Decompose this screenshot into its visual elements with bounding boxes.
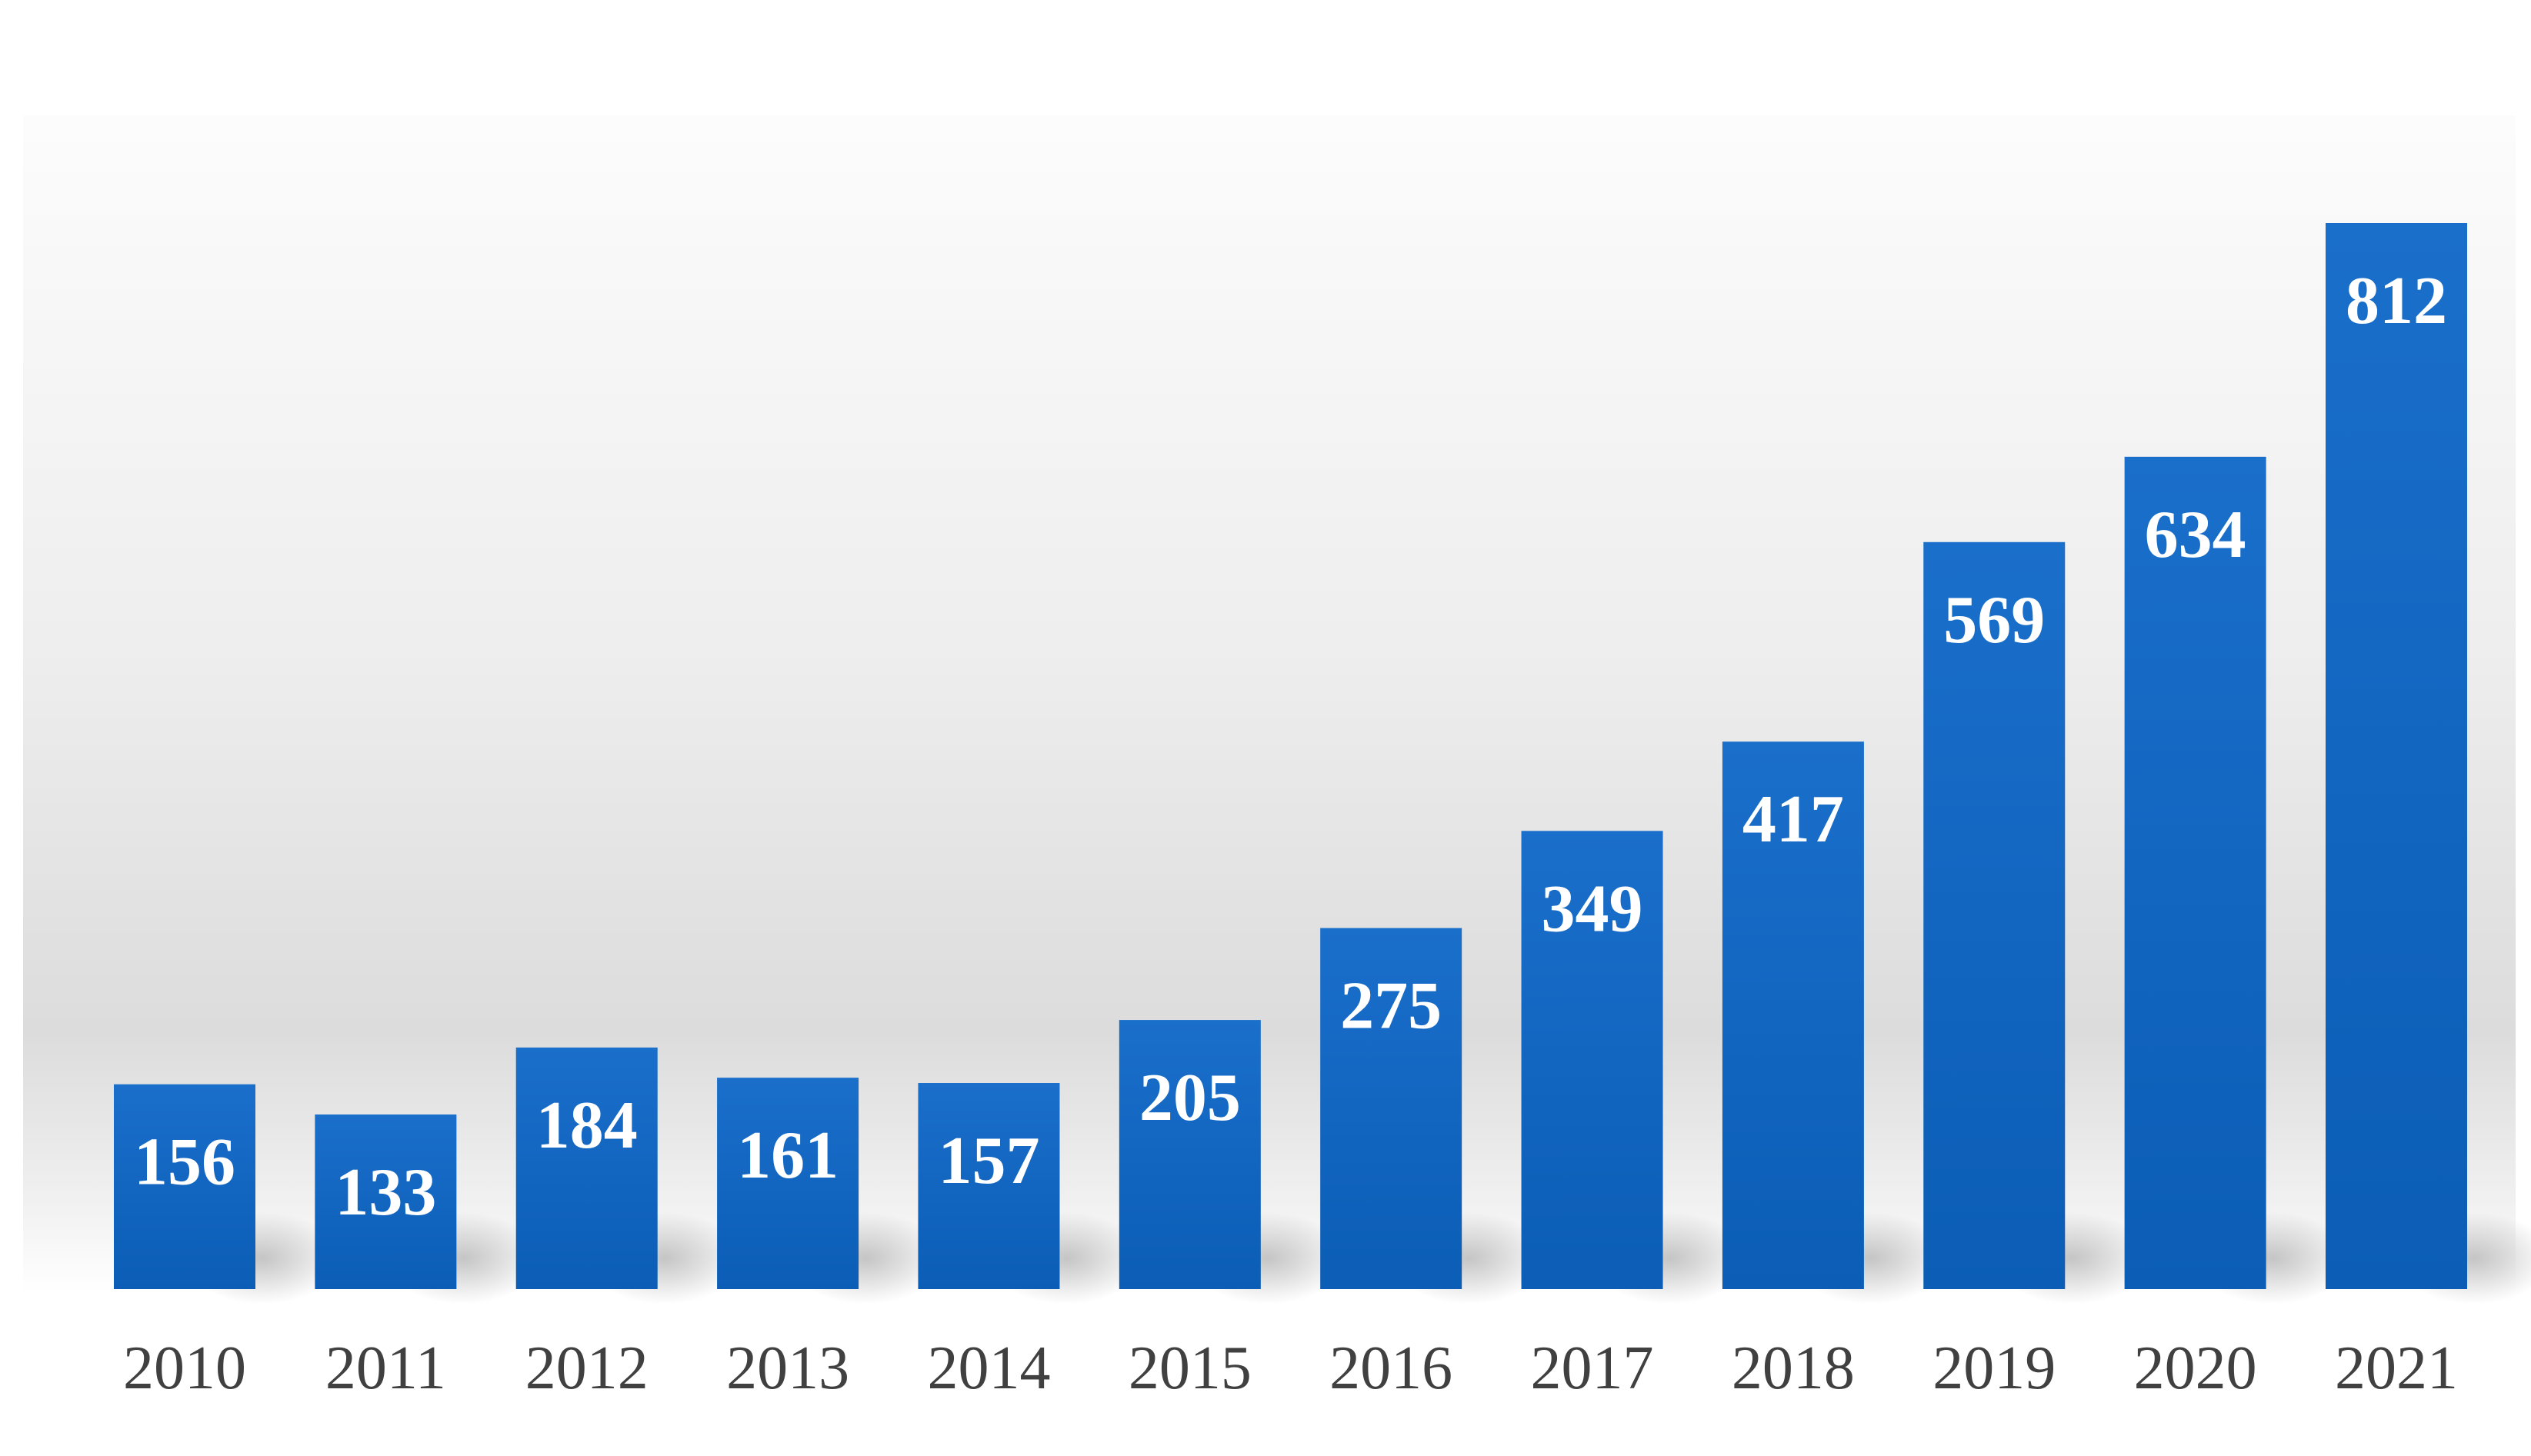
value-label-2021: 812 [2346, 264, 2447, 338]
value-label-2016: 275 [1340, 969, 1442, 1044]
bar-2011 [315, 1114, 457, 1289]
value-label-2014: 157 [938, 1124, 1039, 1198]
value-label-2011: 133 [335, 1155, 436, 1230]
category-label-2010: 2010 [123, 1334, 246, 1402]
value-label-2013: 161 [737, 1118, 839, 1193]
category-label-2016: 2016 [1329, 1334, 1452, 1402]
bar-2018 [1722, 741, 1864, 1289]
bar-2015 [1119, 1020, 1261, 1289]
value-label-2017: 349 [1542, 871, 1643, 946]
value-label-2018: 417 [1742, 782, 1844, 857]
category-label-2013: 2013 [726, 1334, 849, 1402]
category-label-2018: 2018 [1732, 1334, 1855, 1402]
bars-layer [114, 223, 2467, 1289]
category-labels-layer: 2010 2011 2012 2013 2014 2015 2016 2017 2018 2019… [123, 1334, 2458, 1402]
bar-2010 [114, 1084, 255, 1289]
bar-2020 [2124, 456, 2266, 1289]
plot-background [23, 115, 2516, 1292]
category-label-2012: 2012 [525, 1334, 649, 1402]
category-label-2011: 2011 [325, 1334, 446, 1402]
category-label-2020: 2020 [2134, 1334, 2257, 1402]
category-label-2015: 2015 [1129, 1334, 1252, 1402]
value-label-2020: 634 [2145, 498, 2246, 572]
category-label-2017: 2017 [1531, 1334, 1654, 1402]
bar-2014 [918, 1083, 1060, 1289]
bar-2012 [515, 1047, 658, 1289]
bar-2016 [1320, 928, 1462, 1289]
bar-2013 [717, 1078, 859, 1289]
category-label-2014: 2014 [927, 1334, 1050, 1402]
value-label-2019: 569 [1943, 583, 2045, 658]
category-label-2021: 2021 [2335, 1334, 2458, 1402]
bar-2017 [1521, 831, 1663, 1289]
value-label-2015: 205 [1139, 1061, 1241, 1135]
value-labels-layer: 156 133 184 161 157 205 275 349 417 569 634 812 [134, 264, 2447, 1230]
bar-2021 [2326, 223, 2467, 1289]
category-label-2019: 2019 [1932, 1334, 2056, 1402]
value-label-2012: 184 [536, 1088, 638, 1163]
bar-2019 [1923, 541, 2066, 1289]
value-label-2010: 156 [134, 1125, 235, 1200]
